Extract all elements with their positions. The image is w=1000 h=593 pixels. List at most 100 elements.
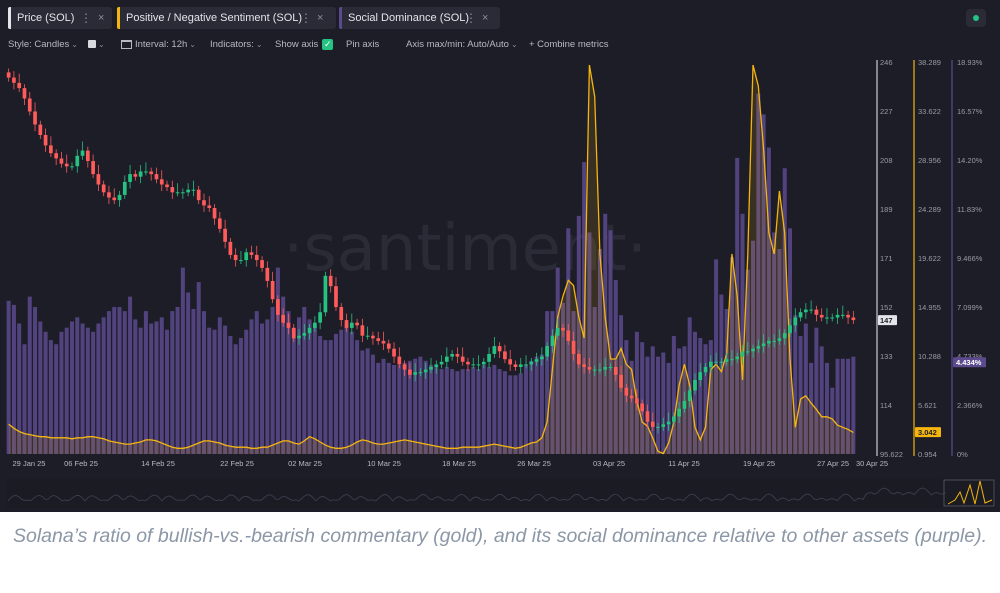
candle — [328, 275, 333, 287]
candle — [6, 72, 11, 78]
interval-dropdown[interactable]: Interval: 12h ⌄ — [121, 39, 196, 50]
price-tick-label: 208 — [880, 156, 893, 165]
axis-maxmin-dropdown[interactable]: Axis max/min: Auto/Auto ⌄ — [406, 39, 518, 50]
dominance-bar — [106, 311, 111, 454]
style-dropdown[interactable]: Style: Candles ⌄ — [8, 39, 78, 50]
color-dropdown[interactable]: ⌄ — [88, 39, 105, 50]
navigator-panel — [6, 478, 996, 508]
dominance-bar — [809, 362, 814, 454]
dominance-bar — [297, 317, 302, 454]
candle — [740, 351, 745, 357]
more-menu-icon[interactable]: ⋮ — [300, 11, 312, 25]
candle — [175, 192, 180, 194]
indicators-label: Indicators: — [210, 39, 254, 50]
candle — [444, 356, 449, 362]
dominance-bar — [492, 364, 497, 454]
candle — [122, 181, 127, 195]
dominance-bar — [186, 292, 191, 454]
dominance-bar — [402, 362, 407, 454]
candle — [645, 411, 650, 422]
dominance-bar — [518, 373, 523, 454]
dominance-bar — [328, 340, 333, 454]
price-tick-label: 189 — [880, 205, 893, 214]
candle — [413, 372, 418, 375]
more-menu-icon[interactable]: ⋮ — [465, 11, 477, 25]
dominance-bar — [386, 362, 391, 454]
more-menu-icon[interactable]: ⋮ — [80, 11, 92, 25]
price-current-badge — [878, 315, 897, 326]
candle — [788, 325, 792, 334]
candle — [708, 361, 713, 367]
dominance-bar — [370, 354, 375, 454]
sentiment-current-badge — [915, 427, 941, 438]
sentiment-tick-label: 38.289 — [918, 58, 941, 67]
candle — [302, 333, 307, 336]
candle — [233, 254, 238, 261]
dominance-bar — [508, 375, 513, 454]
combine-metrics-button[interactable]: + Combine metrics — [529, 39, 608, 50]
candle — [672, 416, 676, 422]
candle — [212, 208, 217, 219]
candle — [703, 367, 708, 373]
dominance-bar — [69, 321, 74, 454]
dominance-bar — [846, 358, 851, 454]
dominance-bar — [85, 327, 90, 454]
candle — [756, 346, 761, 349]
dominance-bar — [835, 358, 840, 454]
candle — [434, 364, 439, 367]
live-status-button[interactable] — [966, 9, 986, 27]
candle — [117, 194, 122, 201]
tab-social-dominance-sol[interactable]: Social Dominance (SOL) ⋮ × — [339, 7, 500, 29]
close-icon[interactable]: × — [98, 12, 105, 24]
candle — [260, 260, 264, 268]
candle — [149, 171, 154, 175]
dominance-bar — [54, 344, 59, 454]
tab-price-sol[interactable]: Price (SOL) ⋮ × — [8, 7, 112, 29]
tab-sentiment-sol[interactable]: Positive / Negative Sentiment (SOL) ⋮ × — [117, 7, 336, 29]
close-icon[interactable]: × — [482, 12, 489, 24]
dominance-bar — [434, 367, 439, 454]
candle — [101, 184, 106, 193]
dominance-bar — [745, 269, 750, 454]
dominance-bar — [539, 354, 544, 454]
dominance-bar — [650, 346, 655, 454]
dominance-bar — [428, 364, 433, 454]
pin-axis-toggle[interactable]: Pin axis — [346, 39, 379, 50]
candle — [534, 359, 539, 362]
tab-label: Positive / Negative Sentiment (SOL) — [126, 12, 303, 24]
dominance-bar — [444, 367, 449, 454]
chart-canvas[interactable]: ·santiment·24622720818917115213311495.62… — [0, 0, 1000, 512]
candle — [487, 354, 491, 362]
dominance-bar — [333, 333, 338, 454]
candle — [661, 424, 666, 427]
candle — [318, 312, 322, 323]
candle — [693, 380, 697, 391]
candle — [481, 361, 486, 365]
dominance-current-value: 4.434% — [956, 358, 982, 367]
indicators-dropdown[interactable]: Indicators: ⌄ — [210, 39, 263, 50]
show-axis-toggle[interactable]: Show axis ✓ — [275, 39, 334, 50]
dominance-bar — [824, 362, 829, 454]
dominance-bar — [38, 321, 43, 454]
style-label: Style: Candles — [8, 39, 70, 50]
dominance-bar — [154, 321, 159, 454]
candle — [439, 361, 444, 365]
checkbox-checked-icon[interactable]: ✓ — [322, 39, 334, 50]
price-candles — [6, 68, 856, 434]
candle — [714, 361, 718, 363]
dominance-tick-label: 18.93% — [957, 58, 983, 67]
axis-maxmin-label: Axis max/min: Auto/Auto — [406, 39, 509, 50]
candle — [276, 299, 280, 315]
tab-accent — [117, 7, 120, 29]
candle — [291, 327, 296, 339]
dominance-bar — [339, 329, 344, 454]
dominance-bar — [603, 213, 608, 454]
combine-metrics-label: + Combine metrics — [529, 39, 609, 50]
close-icon[interactable]: × — [317, 12, 324, 24]
dominance-tick-label: 2.366% — [957, 401, 983, 410]
candle — [64, 163, 69, 167]
candle — [128, 174, 132, 182]
dominance-bar — [48, 340, 53, 454]
dominance-bar — [170, 311, 175, 454]
candle — [598, 369, 602, 371]
